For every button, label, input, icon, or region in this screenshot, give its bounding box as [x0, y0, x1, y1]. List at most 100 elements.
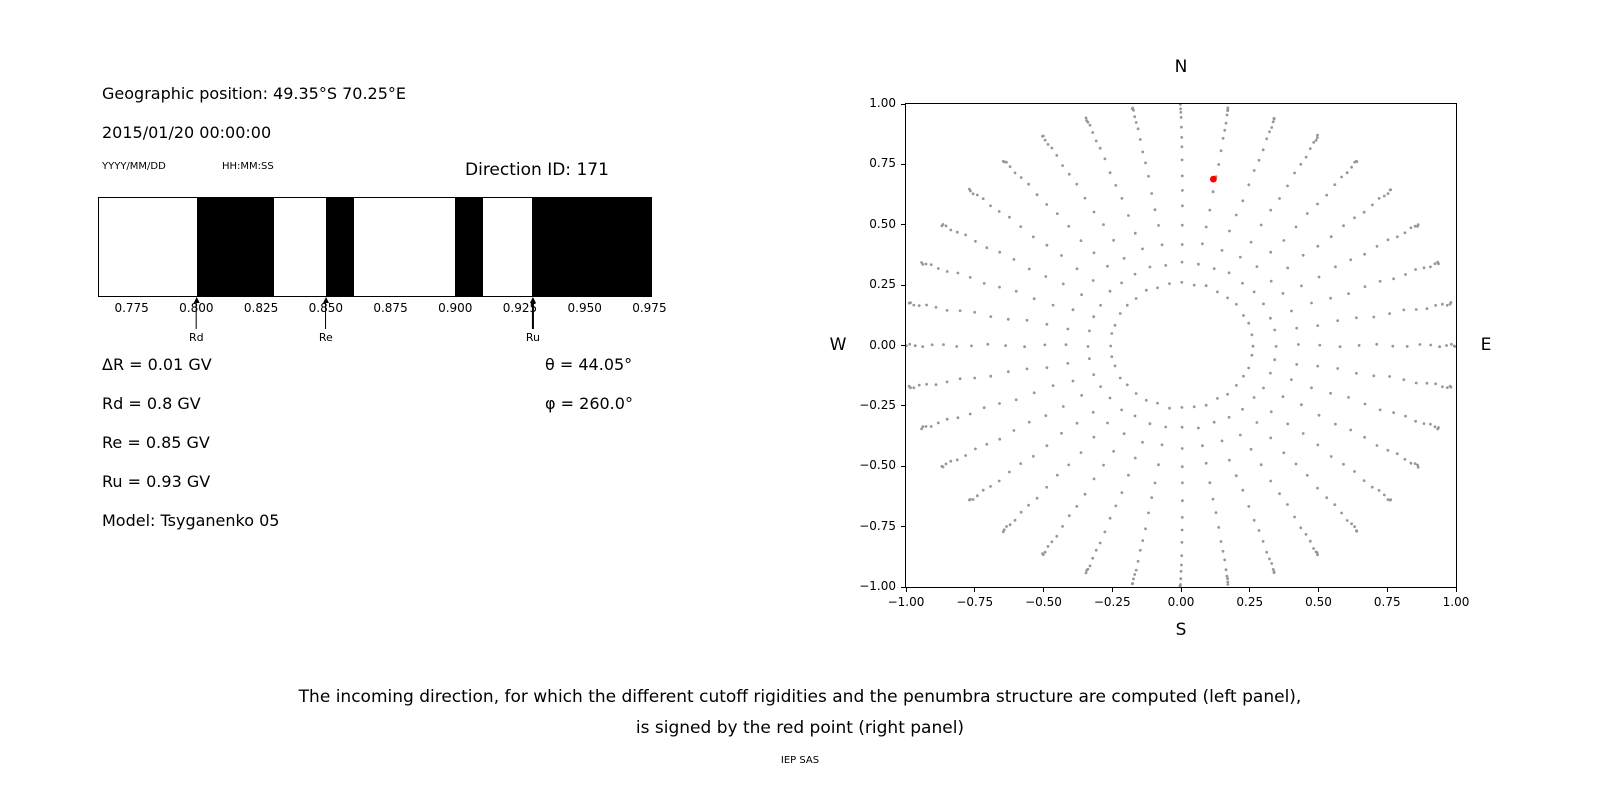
date-format-label: YYYY/MM/DD: [102, 161, 166, 172]
re-value: Re = 0.85 GV: [102, 433, 210, 452]
scatter-dot: [1179, 577, 1183, 581]
scatter-dot: [1133, 272, 1137, 276]
scatter-dot: [1414, 308, 1418, 311]
scatter-dot: [1066, 362, 1070, 365]
scatter-dot: [1181, 499, 1184, 503]
scatter-dot: [1349, 258, 1353, 262]
scatter-dot: [1441, 302, 1444, 306]
scatter-dot: [1088, 329, 1091, 333]
x-tick-mark: [1249, 588, 1251, 592]
scatter-dot: [1108, 516, 1112, 520]
scatter-dot: [921, 425, 925, 429]
scatter-dot: [1282, 451, 1286, 455]
y-tick-mark: [901, 345, 905, 346]
scatter-dot: [1091, 131, 1095, 134]
scatter-dot: [1334, 265, 1337, 269]
scatter-dot: [1067, 172, 1071, 176]
scatter-dot: [1425, 307, 1429, 310]
scatter-dot: [1106, 264, 1109, 268]
scatter-dot: [1405, 345, 1409, 348]
scatter-dot: [1422, 266, 1426, 270]
scatter-dot: [912, 386, 916, 390]
scatter-dot: [1085, 119, 1088, 122]
x-tick-label: 0.75: [1373, 595, 1401, 609]
scatter-dot: [1130, 107, 1134, 111]
scatter-dot: [1001, 159, 1005, 163]
scatter-dot: [1008, 470, 1011, 474]
scatter-dot: [1197, 262, 1200, 266]
scatter-dot: [1382, 493, 1386, 497]
scatter-dot: [1144, 161, 1147, 165]
scatter-dot: [970, 344, 973, 348]
compass-west-label: W: [829, 335, 847, 355]
scatter-dot: [1041, 552, 1044, 555]
scatter-dot: [1075, 267, 1079, 271]
scatter-dot: [1312, 547, 1315, 550]
scatter-dot: [1357, 344, 1361, 347]
scatter-dot: [998, 437, 1002, 441]
scatter-dot: [1008, 215, 1011, 219]
scatter-dot: [1088, 564, 1092, 568]
scatter-dot: [1293, 515, 1296, 519]
scatter-dot: [1363, 285, 1367, 288]
scatter-dot: [1060, 254, 1063, 257]
scatter-dot: [1110, 355, 1114, 358]
x-tick-mark: [974, 588, 976, 592]
scatter-dot: [1220, 439, 1224, 443]
scatter-dot: [1329, 235, 1333, 239]
scatter-dot: [1340, 175, 1343, 179]
scatter-dot: [1219, 540, 1223, 543]
scatter-dot: [1120, 197, 1124, 200]
scatter-dot: [1136, 127, 1140, 131]
scatter-dot: [1269, 250, 1273, 254]
scatter-dot: [1234, 213, 1238, 217]
scatter-dot: [1180, 174, 1184, 178]
scatter-dot: [1122, 432, 1126, 436]
scatter-dot: [1433, 425, 1437, 429]
scatter-dot: [1012, 258, 1016, 261]
scatter-dot: [1336, 367, 1340, 370]
scatter-dot: [998, 402, 1001, 405]
scatter-dot: [1241, 488, 1245, 492]
scatter-dot: [1094, 548, 1098, 552]
scatter-dot: [1147, 511, 1150, 515]
scatter-dot: [1061, 164, 1064, 167]
scatter-dot: [1108, 396, 1112, 400]
bar-xtick-label: 0.950: [567, 301, 602, 315]
scatter-dot: [971, 498, 975, 501]
scatter-dot: [1234, 474, 1238, 478]
forbidden-band: [532, 198, 651, 296]
scatter-dot: [1046, 545, 1050, 548]
x-tick-mark: [1043, 588, 1044, 592]
scatter-dot: [1127, 473, 1130, 477]
scatter-dot: [1391, 344, 1395, 348]
scatter-dot: [956, 271, 960, 275]
scatter-dot: [1019, 225, 1023, 228]
scatter-dot: [1120, 281, 1123, 285]
scatter-dot: [1023, 345, 1026, 349]
scatter-dot: [1310, 301, 1313, 305]
scatter-dot: [1180, 554, 1184, 557]
scatter-dot: [1160, 243, 1164, 247]
scatter-dot: [986, 342, 990, 346]
scatter-dot: [1316, 202, 1319, 206]
scatter-dot: [1092, 477, 1096, 481]
scatter-dot: [1241, 407, 1244, 411]
scatter-dot: [1333, 183, 1337, 186]
y-tick-mark: [901, 224, 905, 226]
scatter-dot: [1300, 403, 1303, 407]
scatter-dot: [1113, 364, 1117, 368]
scatter-dot: [1025, 367, 1029, 371]
forbidden-band: [454, 198, 484, 296]
scatter-dot: [1308, 147, 1312, 150]
bar-markers: Rd Re Ru: [98, 297, 652, 347]
model-name: Model: Tsyganenko 05: [102, 511, 280, 530]
marker-label: Re: [318, 331, 333, 344]
scatter-dot: [1197, 426, 1200, 430]
scatter-dot: [930, 343, 934, 347]
scatter-dot: [1045, 203, 1049, 206]
scatter-dot: [1035, 193, 1039, 197]
red-point: [1210, 175, 1217, 183]
scatter-dot: [908, 342, 912, 346]
